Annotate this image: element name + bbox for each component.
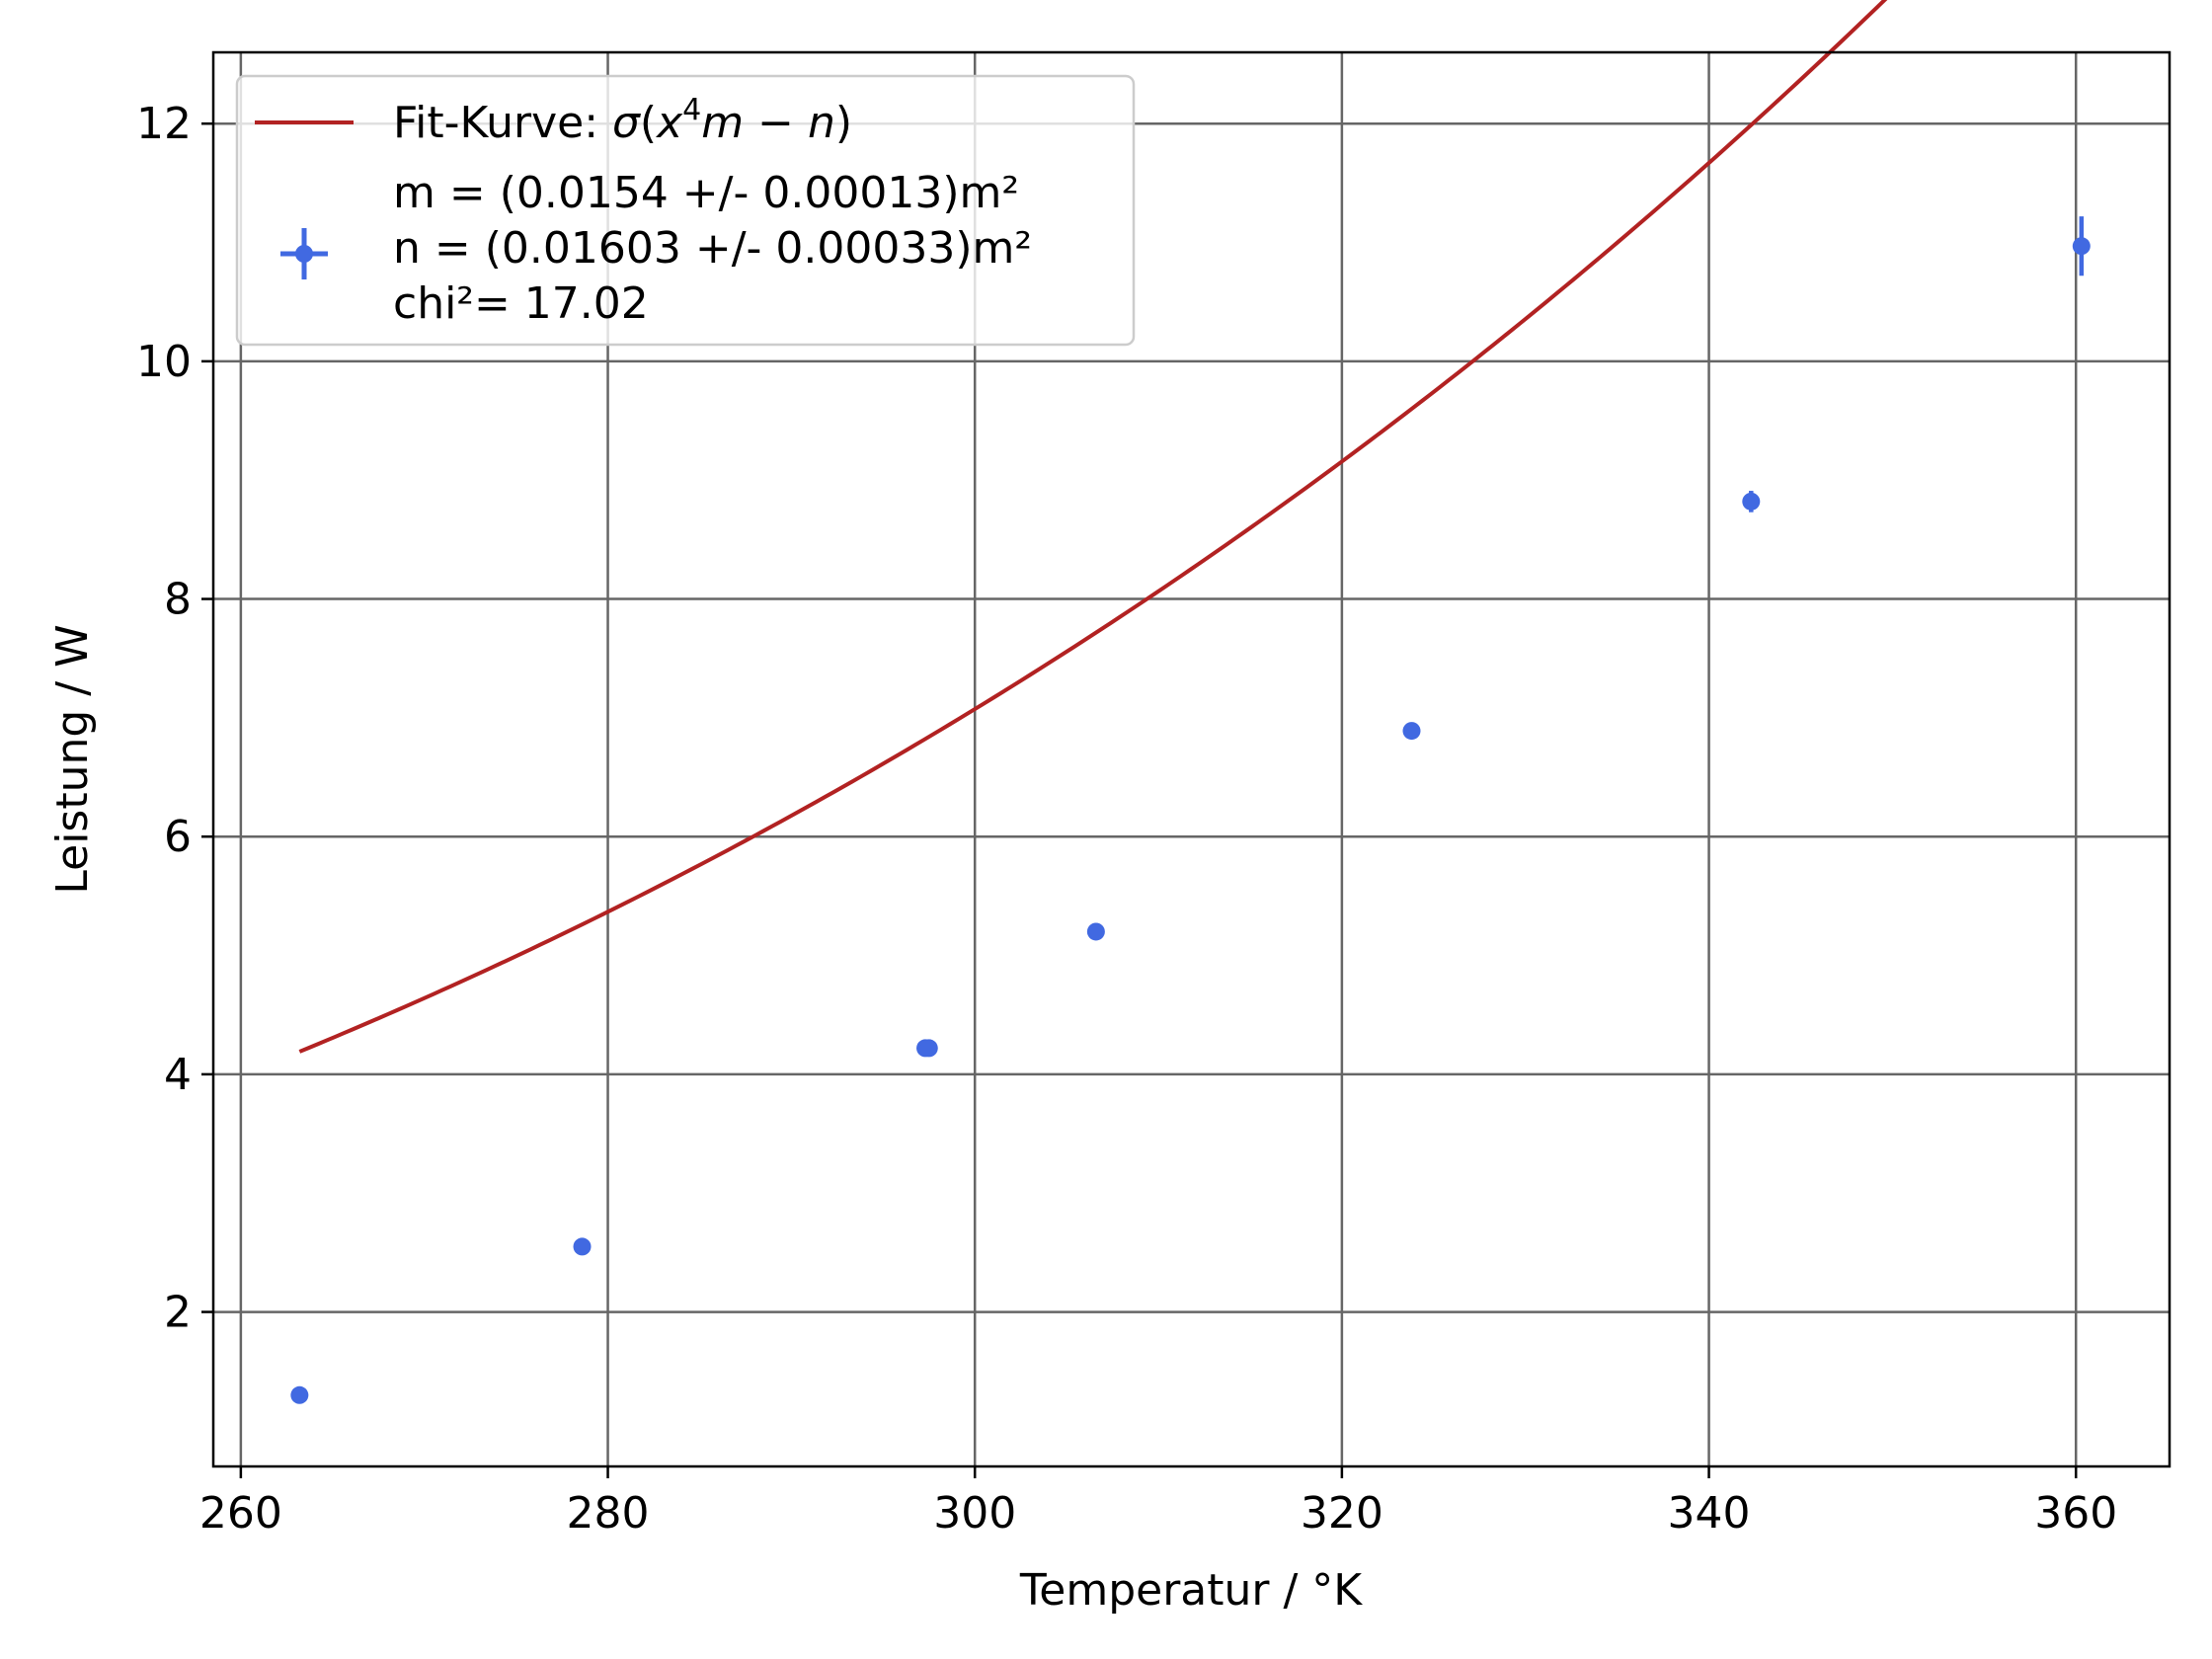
- legend: Fit-Kurve: σ(x4m − n) m = (0.0154 +/- 0.…: [235, 74, 1136, 347]
- y-tick-label: 6: [164, 812, 192, 862]
- legend-data-swatch-marker: [295, 245, 313, 263]
- ticks: 260 280 300 320 340 360 2 4 6 8 10 12: [136, 99, 2117, 1539]
- legend-fit-minus: −: [744, 98, 808, 148]
- x-tick-label: 260: [199, 1488, 282, 1539]
- points-layer: [290, 216, 2091, 1404]
- legend-fit-n: n: [808, 98, 835, 148]
- legend-fit-open-paren: (: [640, 98, 657, 148]
- x-tick-label: 300: [933, 1488, 1016, 1539]
- legend-data-swatch: [280, 228, 328, 279]
- legend-fit-m: m: [701, 98, 744, 148]
- legend-data-line-n: n = (0.01603 +/- 0.00033)m²: [393, 223, 1032, 274]
- data-point: [573, 1237, 592, 1256]
- data-point: [2072, 237, 2091, 256]
- y-tick-label: 10: [136, 337, 192, 387]
- plot-area-frame: [211, 50, 2172, 1468]
- x-tick-label: 280: [567, 1488, 650, 1539]
- legend-fit-sigma: σ: [612, 98, 641, 148]
- y-tick-label: 4: [164, 1050, 192, 1100]
- legend-data-line-chi: chi²= 17.02: [393, 278, 649, 329]
- y-axis-label: Leistung / W: [47, 624, 98, 894]
- fit-curve: [298, 0, 1888, 1054]
- data-point: [1402, 722, 1421, 741]
- data-point: [1086, 922, 1105, 941]
- legend-fit-exponent: 4: [682, 93, 701, 127]
- data-point: [919, 1039, 938, 1058]
- data-point: [1742, 492, 1761, 511]
- legend-fit-close-paren: ): [835, 98, 852, 148]
- x-tick-label: 320: [1301, 1488, 1383, 1539]
- y-tick-label: 2: [164, 1288, 192, 1338]
- legend-data-line-m: m = (0.0154 +/- 0.00013)m²: [393, 168, 1019, 218]
- legend-fit-label: Fit-Kurve: σ(x4m − n): [393, 93, 852, 148]
- y-tick-label: 12: [136, 99, 192, 149]
- x-tick-label: 340: [1668, 1488, 1751, 1539]
- fit-layer: [298, 0, 1888, 1054]
- y-tick-label: 8: [164, 575, 192, 625]
- legend-fit-prefix: Fit-Kurve:: [393, 98, 612, 148]
- x-axis-label: Temperatur / °K: [1019, 1565, 1363, 1616]
- legend-frame: [235, 74, 1136, 347]
- legend-fit-x: x: [655, 98, 683, 148]
- data-point: [290, 1385, 309, 1404]
- x-tick-label: 360: [2034, 1488, 2117, 1539]
